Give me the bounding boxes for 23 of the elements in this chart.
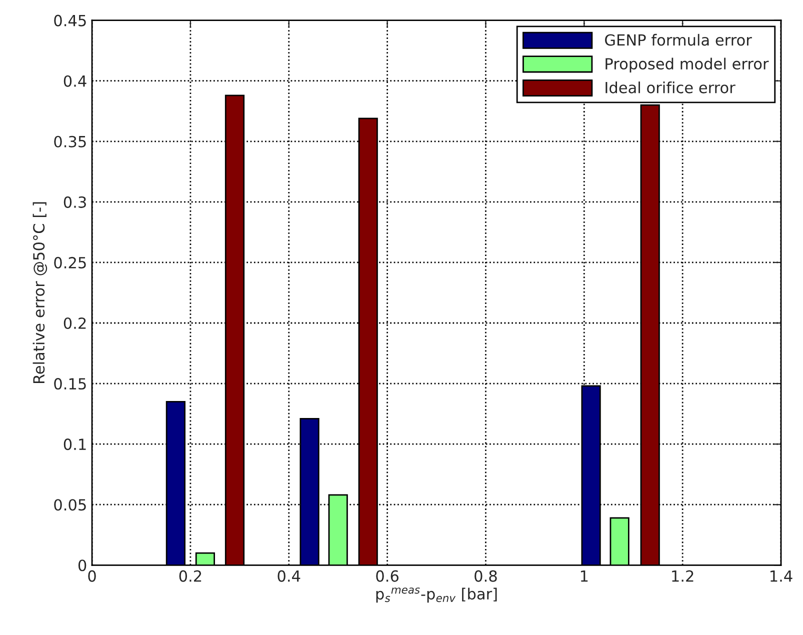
x-tick-label: 0 — [88, 570, 96, 582]
x-tick-label: 1.4 — [770, 570, 792, 582]
x-tick-label: 0.4 — [278, 570, 300, 582]
legend-label: GENP formula error — [605, 34, 752, 46]
y-tick-label: 0.25 — [54, 256, 86, 268]
x-tick-label: 1.2 — [672, 570, 694, 582]
legend-label: Ideal orifice error — [606, 82, 736, 94]
y-tick-label: 0.05 — [54, 499, 86, 511]
y-tick-label: 0.4 — [64, 75, 86, 87]
y-tick-label: 0.45 — [54, 14, 86, 26]
y-axis-title: Relative error @50°C [-] — [32, 202, 48, 384]
y-tick-label: 0 — [78, 560, 86, 572]
x-tick-label: 0.8 — [474, 570, 497, 582]
y-tick-label: 0.1 — [64, 438, 86, 450]
legend-label: Proposed model error — [606, 58, 769, 73]
x-axis-title: p$_{s}$$^{meas}$-p$_{env}$ [bar] — [376, 588, 497, 603]
y-tick-label: 0.15 — [54, 378, 86, 390]
x-tick-label: 0.2 — [179, 570, 202, 582]
y-tick-label: 0.3 — [64, 196, 86, 208]
y-tick-label: 0.35 — [54, 136, 86, 148]
x-tick-label: 0.6 — [376, 570, 398, 582]
x-tick-label: 1 — [580, 570, 588, 582]
y-tick-label: 0.2 — [64, 317, 86, 330]
